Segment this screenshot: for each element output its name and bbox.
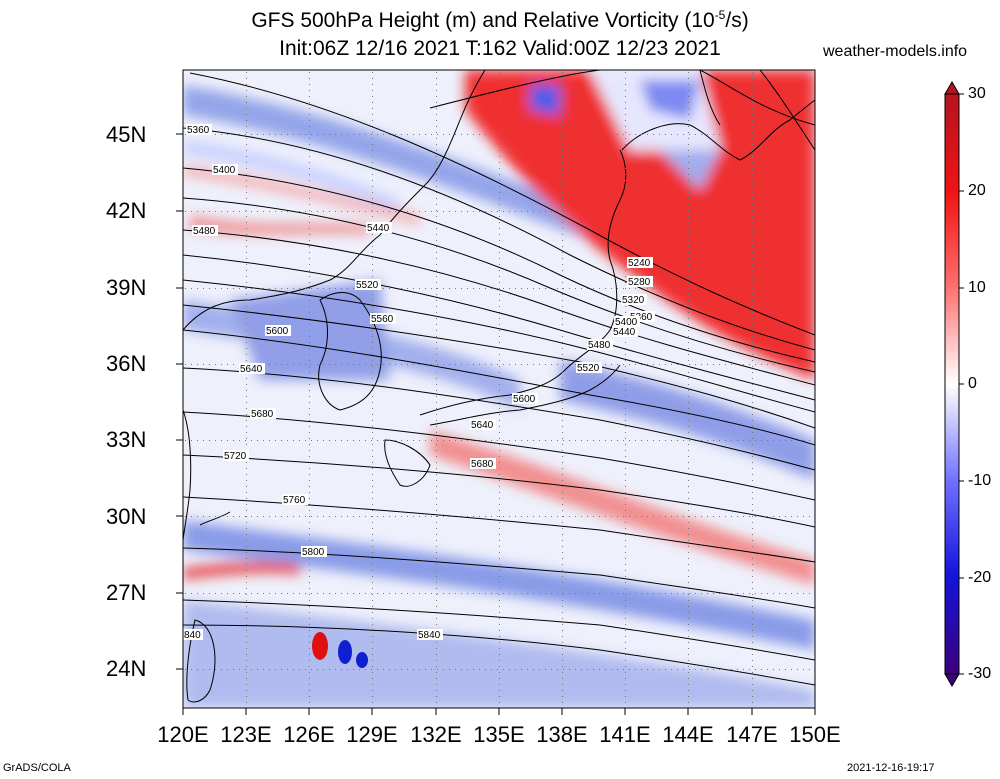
svg-text:5360: 5360 xyxy=(630,312,653,323)
contour-label: 5600 xyxy=(265,325,291,337)
lon-label: 141E xyxy=(599,722,651,747)
contour-label: 5440 xyxy=(366,222,392,234)
svg-text:5400: 5400 xyxy=(213,165,236,176)
svg-text:5600: 5600 xyxy=(513,394,536,405)
lon-label: 129E xyxy=(346,722,398,747)
lat-label: 24N xyxy=(106,656,147,681)
contour-label: 5640 xyxy=(470,419,496,431)
contour-label: 5840 xyxy=(417,629,443,641)
svg-text:5520: 5520 xyxy=(577,363,600,374)
contour-label: 5400 xyxy=(212,164,238,176)
axis-ticks xyxy=(176,133,816,715)
contour-label: 5560 xyxy=(370,313,396,325)
contour-label: 5320 xyxy=(621,294,647,306)
svg-text:5440: 5440 xyxy=(367,223,390,234)
footer-timestamp: 2021-12-16-19:17 xyxy=(847,762,935,774)
contour-label: 5600 xyxy=(512,393,538,405)
footer-credit: GrADS/COLA xyxy=(3,762,71,774)
lat-label: 42N xyxy=(106,198,147,223)
colorbar-label: -20 xyxy=(968,569,992,586)
svg-text:5680: 5680 xyxy=(471,459,494,470)
contour-label: 5280 xyxy=(627,276,653,288)
lon-label: 120E xyxy=(157,722,209,747)
lat-label: 27N xyxy=(106,580,147,605)
contour-label: 5520 xyxy=(576,362,602,374)
contour-labels: 5360 5400 5440 5480 5520 5560 5600 5640 … xyxy=(183,124,655,641)
map-subtitle: Init:06Z 12/16 2021 T:162 Valid:00Z 12/2… xyxy=(279,37,721,60)
lon-label: 126E xyxy=(283,722,335,747)
source-brand: weather-models.info xyxy=(823,43,968,60)
lat-label: 36N xyxy=(106,351,147,376)
contour-label: 5680 xyxy=(470,458,496,470)
contour-label: 5440 xyxy=(612,326,638,338)
lon-label: 147E xyxy=(726,722,778,747)
colorbar-label: -30 xyxy=(968,665,992,682)
svg-text:5440: 5440 xyxy=(613,327,636,338)
contour-label: 5520 xyxy=(355,279,381,291)
svg-text:5840: 5840 xyxy=(418,630,441,641)
colorbar-label: 10 xyxy=(968,279,986,296)
svg-text:5680: 5680 xyxy=(251,409,274,420)
contour-label: 5360 xyxy=(629,311,655,323)
lon-label: 138E xyxy=(536,722,588,747)
contour-label: 5480 xyxy=(192,225,218,237)
svg-text:5280: 5280 xyxy=(628,277,651,288)
contour-label: 5800 xyxy=(301,546,327,558)
svg-text:5640: 5640 xyxy=(471,420,494,431)
contour-label: 5720 xyxy=(223,450,249,462)
colorbar-label: -10 xyxy=(968,472,992,489)
contour-label: 5400 xyxy=(614,316,640,328)
colorbar-max-arrow-icon xyxy=(944,81,960,95)
svg-text:5520: 5520 xyxy=(356,280,379,291)
svg-text:5760: 5760 xyxy=(283,495,306,506)
map-title: GFS 500hPa Height (m) and Relative Vorti… xyxy=(251,8,749,32)
contour-label: 5640 xyxy=(239,363,265,375)
lat-label: 45N xyxy=(106,122,147,147)
svg-text:5640: 5640 xyxy=(240,364,263,375)
vortex-negative-icon xyxy=(338,640,352,664)
lat-label: 30N xyxy=(106,504,147,529)
lon-label: 135E xyxy=(473,722,525,747)
svg-text:5360: 5360 xyxy=(187,125,210,136)
lon-label: 123E xyxy=(220,722,272,747)
contour-label: 5240 xyxy=(627,257,653,269)
svg-text:5560: 5560 xyxy=(371,314,394,325)
contour-label: 5360 xyxy=(186,124,212,136)
vorticity-field: 5360 5400 5440 5480 5520 5560 5600 5640 … xyxy=(183,70,815,708)
lat-label: 33N xyxy=(106,427,147,452)
colorbar xyxy=(944,81,964,687)
lon-label: 150E xyxy=(789,722,841,747)
svg-text:5800: 5800 xyxy=(302,547,325,558)
svg-text:5600: 5600 xyxy=(266,326,289,337)
colorbar-min-arrow-icon xyxy=(944,673,960,687)
contour-label: 5680 xyxy=(250,408,276,420)
svg-text:5400: 5400 xyxy=(615,317,638,328)
svg-text:840: 840 xyxy=(184,630,201,641)
lat-label: 39N xyxy=(106,275,147,300)
svg-text:5480: 5480 xyxy=(193,226,216,237)
svg-text:5480: 5480 xyxy=(588,340,611,351)
coastlines xyxy=(183,70,815,703)
lon-label: 132E xyxy=(410,722,462,747)
contour-label: 5480 xyxy=(587,339,613,351)
contour-label: 840 xyxy=(183,629,203,641)
lon-label: 144E xyxy=(662,722,714,747)
svg-text:5240: 5240 xyxy=(628,258,651,269)
svg-text:5720: 5720 xyxy=(224,451,247,462)
colorbar-label: 30 xyxy=(968,85,986,102)
vortex-positive-icon xyxy=(312,632,328,660)
colorbar-label: 20 xyxy=(968,182,986,199)
contour-label: 5760 xyxy=(282,494,308,506)
colorbar-label: 0 xyxy=(968,375,977,392)
svg-text:5320: 5320 xyxy=(622,295,645,306)
